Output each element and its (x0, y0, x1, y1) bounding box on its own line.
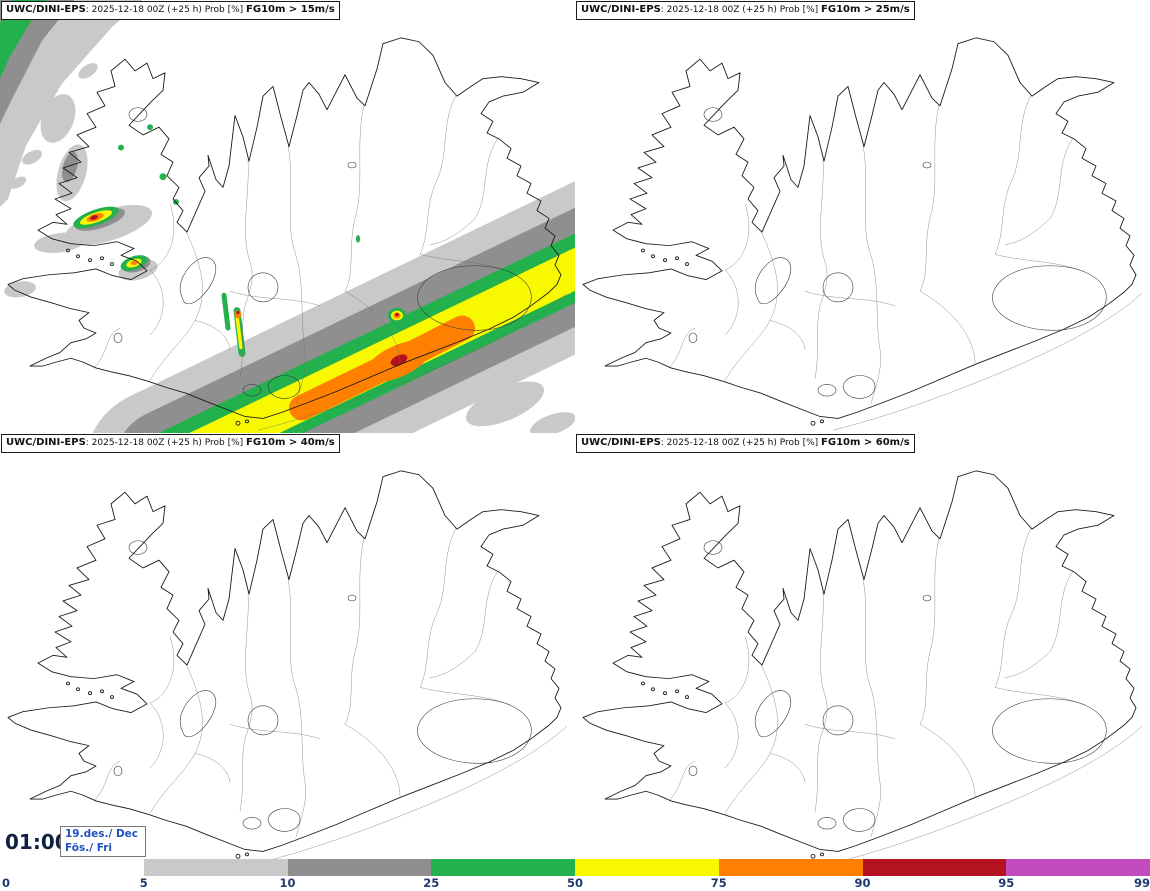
legend-segment-95-99 (1006, 859, 1150, 876)
panel-fg10m-40: UWC/DINI-EPS: 2025-12-18 00Z (+25 h) Pro… (0, 433, 575, 866)
date-line-1: 19.des./ Dec (65, 827, 139, 840)
param-label: FG10m > 15m/s (246, 4, 335, 15)
legend-segment-75-90 (718, 859, 863, 876)
map-iceland (7, 470, 568, 864)
panel-title: UWC/DINI-EPS: 2025-12-18 00Z (+25 h) Pro… (576, 434, 915, 453)
model-name: UWC/DINI-EPS (6, 4, 86, 15)
param-label: FG10m > 25m/s (821, 4, 910, 15)
legend-tick-0: 0 (2, 876, 11, 890)
map-iceland (582, 37, 1143, 431)
legend-segment-25-50 (431, 859, 575, 876)
legend-segment-10-25 (287, 859, 432, 876)
panel-fg10m-15: UWC/DINI-EPS: 2025-12-18 00Z (+25 h) Pro… (0, 0, 575, 433)
probability-overlay (0, 0, 575, 433)
panel-title: UWC/DINI-EPS: 2025-12-18 00Z (+25 h) Pro… (1, 434, 340, 453)
legend-tick-5: 5 (139, 876, 148, 890)
legend-tick-90: 90 (854, 876, 871, 890)
run-info: : 2025-12-18 00Z (+25 h) Prob [%] (660, 5, 822, 15)
valid-time: 01:00 (5, 830, 69, 854)
model-name: UWC/DINI-EPS (581, 437, 661, 448)
panel-fg10m-60: UWC/DINI-EPS: 2025-12-18 00Z (+25 h) Pro… (575, 433, 1150, 866)
run-info: : 2025-12-18 00Z (+25 h) Prob [%] (85, 5, 247, 15)
legend-segment-90-95 (862, 859, 1007, 876)
legend-labels: 0 5 10 25 50 75 90 95 99 (0, 876, 1150, 891)
date-line-2: Fös./ Fri (65, 841, 112, 854)
legend-tick-75: 75 (710, 876, 727, 890)
param-label: FG10m > 60m/s (821, 437, 910, 448)
model-name: UWC/DINI-EPS (6, 437, 86, 448)
legend-bar (143, 859, 1150, 876)
param-label: FG10m > 40m/s (246, 437, 335, 448)
panel-title: UWC/DINI-EPS: 2025-12-18 00Z (+25 h) Pro… (1, 1, 340, 20)
legend-tick-25: 25 (423, 876, 440, 890)
model-name: UWC/DINI-EPS (581, 4, 661, 15)
run-info: : 2025-12-18 00Z (+25 h) Prob [%] (660, 438, 822, 448)
date-box: 19.des./ Dec Fös./ Fri (60, 826, 146, 857)
legend-tick-50: 50 (566, 876, 584, 890)
legend-tick-99: 99 (1134, 876, 1150, 890)
legend-segment-50-75 (575, 859, 719, 876)
map-iceland (0, 0, 575, 433)
legend-tick-10: 10 (279, 876, 296, 890)
panel-fg10m-25: UWC/DINI-EPS: 2025-12-18 00Z (+25 h) Pro… (575, 0, 1150, 433)
map-iceland (582, 470, 1143, 864)
run-info: : 2025-12-18 00Z (+25 h) Prob [%] (85, 438, 247, 448)
legend-segment-5-10 (143, 859, 288, 876)
panel-title: UWC/DINI-EPS: 2025-12-18 00Z (+25 h) Pro… (576, 1, 915, 20)
legend-tick-95: 95 (998, 876, 1015, 890)
